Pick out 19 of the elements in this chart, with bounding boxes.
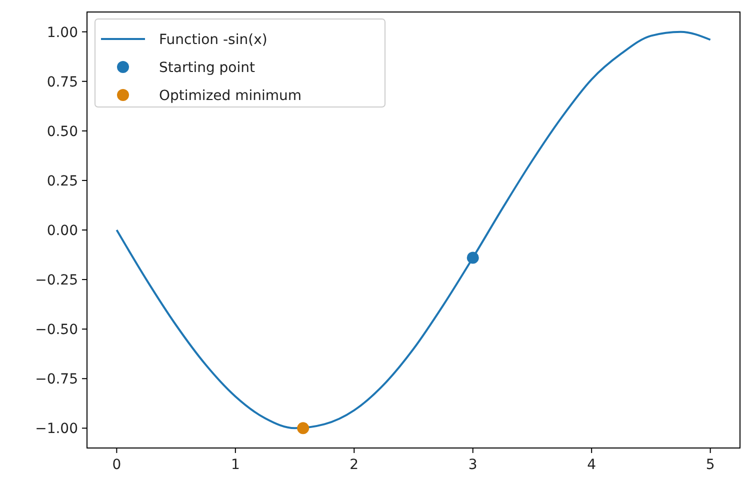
y-tick-label: 0.50 xyxy=(46,124,78,140)
x-tick-label: 5 xyxy=(706,457,715,473)
y-tick-label: −1.00 xyxy=(35,421,78,438)
y-tick-label: 0.75 xyxy=(46,74,78,90)
y-tick-label: −0.25 xyxy=(35,272,78,289)
legend-label: Function -sin(x) xyxy=(159,32,268,48)
x-tick-label: 4 xyxy=(587,457,596,473)
x-tick-label: 0 xyxy=(112,457,122,473)
y-tick-label: 0.00 xyxy=(46,223,78,239)
legend-label: Starting point xyxy=(159,60,256,76)
legend-label: Optimized minimum xyxy=(159,88,302,104)
x-tick-label: 3 xyxy=(468,457,478,473)
y-tick-label: −0.50 xyxy=(35,322,78,338)
x-tick-label: 1 xyxy=(230,457,240,473)
y-tick-label: 1.00 xyxy=(46,24,78,41)
y-tick-label: 0.25 xyxy=(46,173,78,190)
y-tick-label: −0.75 xyxy=(35,372,78,388)
line-series xyxy=(116,30,712,430)
x-tick-label: 2 xyxy=(350,457,359,473)
